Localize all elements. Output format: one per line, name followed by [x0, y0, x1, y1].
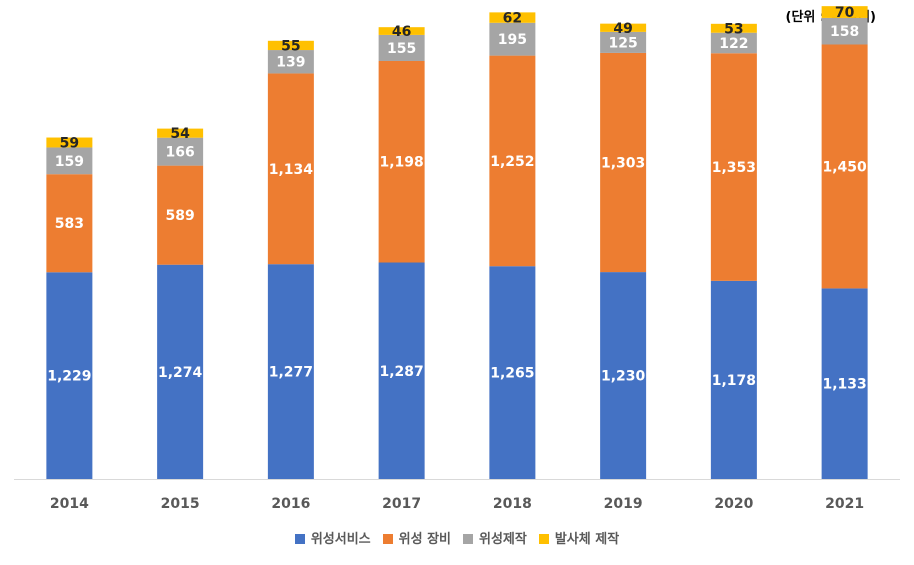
bar-2021-series-2 [821, 17, 868, 45]
bar-2020-series-0 [710, 280, 757, 479]
legend-swatch-1 [382, 534, 393, 544]
bar-2014-series-2 [46, 147, 93, 175]
data-label-2021-series-1: 1,450 [822, 159, 867, 175]
bar-2019-series-1 [600, 52, 647, 273]
bar-2021-series-0 [821, 288, 868, 479]
legend-swatch-2 [463, 534, 473, 544]
legend-label-0: 위성서비스 [310, 532, 371, 547]
x-tick-label-2019: 2019 [604, 496, 643, 512]
x-tick-label-2018: 2018 [493, 496, 532, 512]
bar-2017-series-0 [378, 262, 425, 479]
bar-2016-series-0 [267, 264, 314, 479]
legend-label-2: 위성제작 [479, 532, 527, 547]
bar-2014-series-3 [46, 137, 93, 148]
bar-2015-series-3 [157, 128, 204, 138]
legend: 위성서비스 위성 장비 위성제작 발사체 제작 [0, 528, 914, 547]
data-label-2021-series-2: 158 [830, 24, 859, 40]
legend-item-0: 위성서비스 [294, 528, 371, 547]
bar-2018-series-1 [489, 55, 536, 267]
data-label-2014-series-1: 583 [55, 216, 84, 232]
data-label-2015-series-0: 1,274 [158, 365, 203, 381]
data-label-2021-series-0: 1,133 [822, 377, 866, 393]
data-label-2017-series-3: 46 [392, 24, 411, 40]
bar-2016-series-1 [267, 73, 314, 265]
bar-2020-series-2 [710, 32, 757, 54]
data-label-2019-series-0: 1,230 [601, 369, 646, 385]
bar-2017-series-2 [378, 34, 425, 61]
data-label-2016-series-1: 1,134 [269, 162, 314, 178]
data-label-2015-series-3: 54 [170, 126, 190, 142]
x-tick-label-2021: 2021 [825, 496, 864, 512]
data-label-2018-series-1: 1,252 [490, 154, 534, 170]
legend-swatch-3 [538, 534, 549, 544]
data-label-2019-series-2: 125 [609, 35, 638, 51]
bar-2020-series-3 [710, 23, 757, 33]
x-tick-labels: 2014 2015 2016 2017 2018 2019 2020 2021 [50, 496, 864, 512]
bar-2018-series-3 [489, 12, 536, 23]
data-label-2017-series-2: 155 [387, 41, 416, 57]
bar-2015-series-0 [157, 264, 204, 479]
data-labels-layer: 1,229583159591,274589166541,2771,1341395… [47, 5, 867, 393]
data-label-2014-series-0: 1,229 [47, 369, 91, 385]
x-tick-label-2020: 2020 [714, 496, 753, 512]
bar-2016-series-2 [267, 50, 314, 74]
bar-2017-series-3 [378, 27, 425, 35]
legend-item-3: 발사체 제작 [538, 528, 620, 547]
bar-2019-series-0 [600, 272, 647, 479]
bar-2016-series-3 [267, 40, 314, 51]
data-label-2018-series-0: 1,265 [490, 366, 534, 382]
data-label-2019-series-3: 49 [613, 21, 632, 37]
bar-2021-series-3 [821, 6, 868, 18]
bars-layer [46, 6, 868, 479]
data-label-2014-series-3: 59 [60, 135, 79, 151]
data-label-2018-series-2: 195 [498, 32, 527, 48]
bar-2017-series-1 [378, 60, 425, 263]
data-label-2016-series-2: 139 [276, 55, 305, 71]
legend-item-1: 위성 장비 [382, 528, 451, 547]
legend-label-3: 발사체 제작 [554, 532, 620, 547]
bar-2015-series-2 [157, 137, 204, 166]
data-label-2020-series-2: 122 [719, 36, 748, 52]
bar-2019-series-3 [600, 23, 647, 32]
bar-2014-series-1 [46, 174, 93, 273]
data-label-2017-series-0: 1,287 [379, 364, 423, 380]
stacked-bar-chart: 1,229583159591,274589166541,2771,1341395… [14, 5, 900, 512]
data-label-2020-series-0: 1,178 [712, 373, 756, 389]
x-tick-label-2014: 2014 [50, 496, 89, 512]
bar-2019-series-2 [600, 31, 647, 53]
data-label-2020-series-1: 1,353 [712, 160, 756, 176]
bar-2020-series-1 [710, 53, 757, 281]
legend-label-1: 위성 장비 [398, 532, 451, 547]
data-label-2016-series-3: 55 [281, 38, 300, 54]
data-label-2017-series-1: 1,198 [379, 155, 423, 171]
data-label-2014-series-2: 159 [55, 154, 84, 170]
bar-2018-series-0 [489, 266, 536, 479]
x-tick-label-2016: 2016 [271, 496, 310, 512]
bar-2018-series-2 [489, 22, 536, 56]
data-label-2018-series-3: 62 [503, 11, 522, 27]
data-label-2019-series-1: 1,303 [601, 156, 645, 172]
data-label-2016-series-0: 1,277 [269, 365, 313, 381]
data-label-2015-series-2: 166 [166, 145, 195, 161]
data-label-2020-series-3: 53 [724, 21, 743, 37]
bar-2015-series-1 [157, 165, 204, 265]
data-label-2015-series-1: 589 [166, 208, 195, 224]
x-tick-label-2015: 2015 [161, 496, 200, 512]
legend-swatch-0 [294, 534, 305, 544]
bar-2014-series-0 [46, 272, 93, 479]
legend-item-2: 위성제작 [463, 528, 527, 547]
bar-2021-series-1 [821, 44, 868, 289]
x-tick-label-2017: 2017 [382, 496, 421, 512]
data-label-2021-series-3: 70 [835, 5, 855, 21]
